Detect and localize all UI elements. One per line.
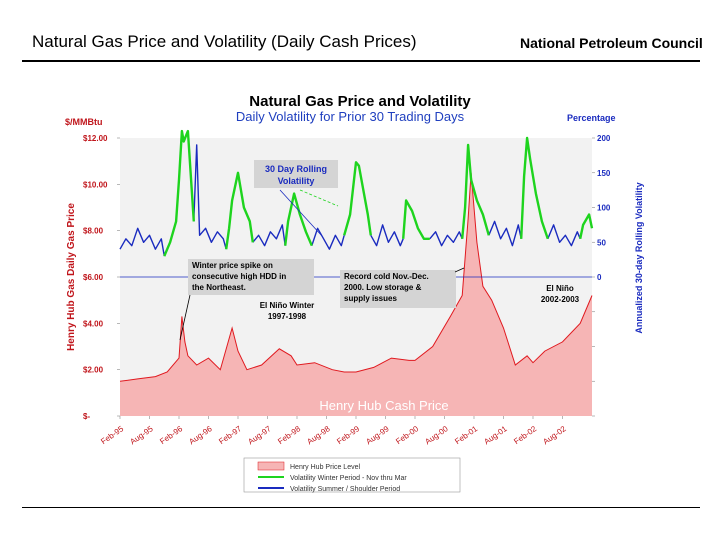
price-area <box>120 172 592 416</box>
annotation-box <box>254 160 338 188</box>
summer-volatility-line <box>488 220 522 247</box>
x-tick-label: Feb-01 <box>453 424 479 446</box>
annotation-arrow <box>279 189 323 237</box>
y-left-tick-label: $4.00 <box>83 319 104 328</box>
legend-label: Volatility Summer / Shoulder Period <box>290 486 400 493</box>
legend-swatch <box>257 461 285 471</box>
annotation-winter-spike: Winter price spike on <box>192 261 273 270</box>
annotation-el-nino-9798: 1997-1998 <box>268 312 307 321</box>
summer-volatility-line <box>429 231 463 247</box>
x-tick-label: Aug-98 <box>305 424 332 446</box>
y-left-tick-label: $2.00 <box>83 366 104 375</box>
annotation-box <box>340 270 456 308</box>
winter-volatility-line <box>402 199 430 240</box>
summer-volatility-line <box>370 224 404 247</box>
summer-volatility-line <box>311 227 345 250</box>
x-tick-label: Feb-99 <box>335 424 361 446</box>
bottom-divider <box>22 507 700 508</box>
chart-title: Natural Gas Price and Volatility <box>249 93 471 110</box>
annotation-record-cold: Record cold Nov.-Dec. <box>344 272 429 281</box>
x-tick-label: Aug-99 <box>364 424 391 446</box>
x-tick-label: Aug-02 <box>541 424 568 446</box>
annotation-cash-price: Henry Hub Cash Price <box>319 398 448 413</box>
x-tick-label: Feb-96 <box>158 424 184 446</box>
y-left-tick-label: $6.00 <box>83 273 104 282</box>
summer-volatility-line <box>193 144 227 250</box>
winter-volatility-line <box>163 129 195 257</box>
annotation-arrow <box>299 189 339 207</box>
legend-label: Volatility Winter Period - Nov thru Mar <box>290 475 407 482</box>
winter-volatility-line <box>461 143 490 239</box>
winter-volatility-line <box>225 171 254 250</box>
winter-volatility-line <box>343 161 372 236</box>
y-right-tick-label: 0 <box>597 273 602 282</box>
legend: Henry Hub Price Level Volatility Winter P… <box>243 457 461 493</box>
y-left-tick-label: $12.00 <box>83 134 108 143</box>
annotation-volatility: Volatility <box>278 176 315 186</box>
winter-volatility-line <box>520 136 549 240</box>
organization-name: National Petroleum Council <box>520 35 703 51</box>
y-left-unit: $/MMBtu <box>65 117 103 127</box>
annotation-el-nino-0203: 2002-2003 <box>541 295 580 304</box>
y-right-tick-label: 50 <box>597 238 606 247</box>
x-tick-label: Aug-95 <box>128 424 155 446</box>
x-tick-label: Feb-95 <box>99 424 125 446</box>
x-tick-label: Aug-01 <box>482 424 509 446</box>
x-tick-label: Feb-97 <box>217 424 243 446</box>
annotation-winter-spike: consecutive high HDD in <box>192 272 286 281</box>
slide-title: Natural Gas Price and Volatility (Daily … <box>32 32 417 51</box>
winter-volatility-line <box>284 192 313 247</box>
legend-label: Henry Hub Price Level <box>290 464 360 471</box>
y-right-tick-label: 150 <box>597 169 611 178</box>
x-tick-label: Feb-02 <box>512 424 538 446</box>
x-tick-label: Feb-98 <box>276 424 302 446</box>
y-left-axis-title: Henry Hub Gas Daily Gas Price <box>66 203 77 351</box>
annotation-arrow <box>454 267 465 273</box>
y-right-axis-title: Annualized 30-day Rolling Volatility <box>634 182 644 333</box>
y-right-tick-label: 200 <box>597 134 611 143</box>
annotation-winter-spike: the Northeast. <box>192 283 246 292</box>
summer-volatility-line <box>252 224 286 247</box>
annotation-el-nino-0203: El Niño <box>546 284 574 293</box>
annotation-volatility: 30 Day Rolling <box>265 164 327 174</box>
y-left-tick-label: $8.00 <box>83 227 104 236</box>
annotation-arrow <box>179 294 191 341</box>
y-left-tick-label: $- <box>83 412 90 421</box>
top-divider <box>22 60 700 62</box>
x-tick-label: Aug-96 <box>187 424 214 446</box>
x-tick-label: Aug-00 <box>423 424 450 446</box>
annotation-el-nino-9798: El Niño Winter <box>260 301 315 310</box>
annotation-record-cold: supply issues <box>344 294 397 303</box>
winter-volatility-line <box>579 213 594 240</box>
x-tick-label: Feb-00 <box>394 424 420 446</box>
y-right-tick-label: 100 <box>597 204 611 213</box>
price-line <box>119 172 593 382</box>
summer-volatility-line <box>119 227 165 257</box>
y-left-tick-label: $10.00 <box>83 180 108 189</box>
y-right-unit: Percentage <box>567 113 616 123</box>
chart-subtitle: Daily Volatility for Prior 30 Trading Da… <box>236 109 465 124</box>
annotation-record-cold: 2000. Low storage & <box>344 283 422 292</box>
x-tick-label: Aug-97 <box>246 424 273 446</box>
annotation-box <box>188 259 314 295</box>
summer-volatility-line <box>547 224 581 247</box>
